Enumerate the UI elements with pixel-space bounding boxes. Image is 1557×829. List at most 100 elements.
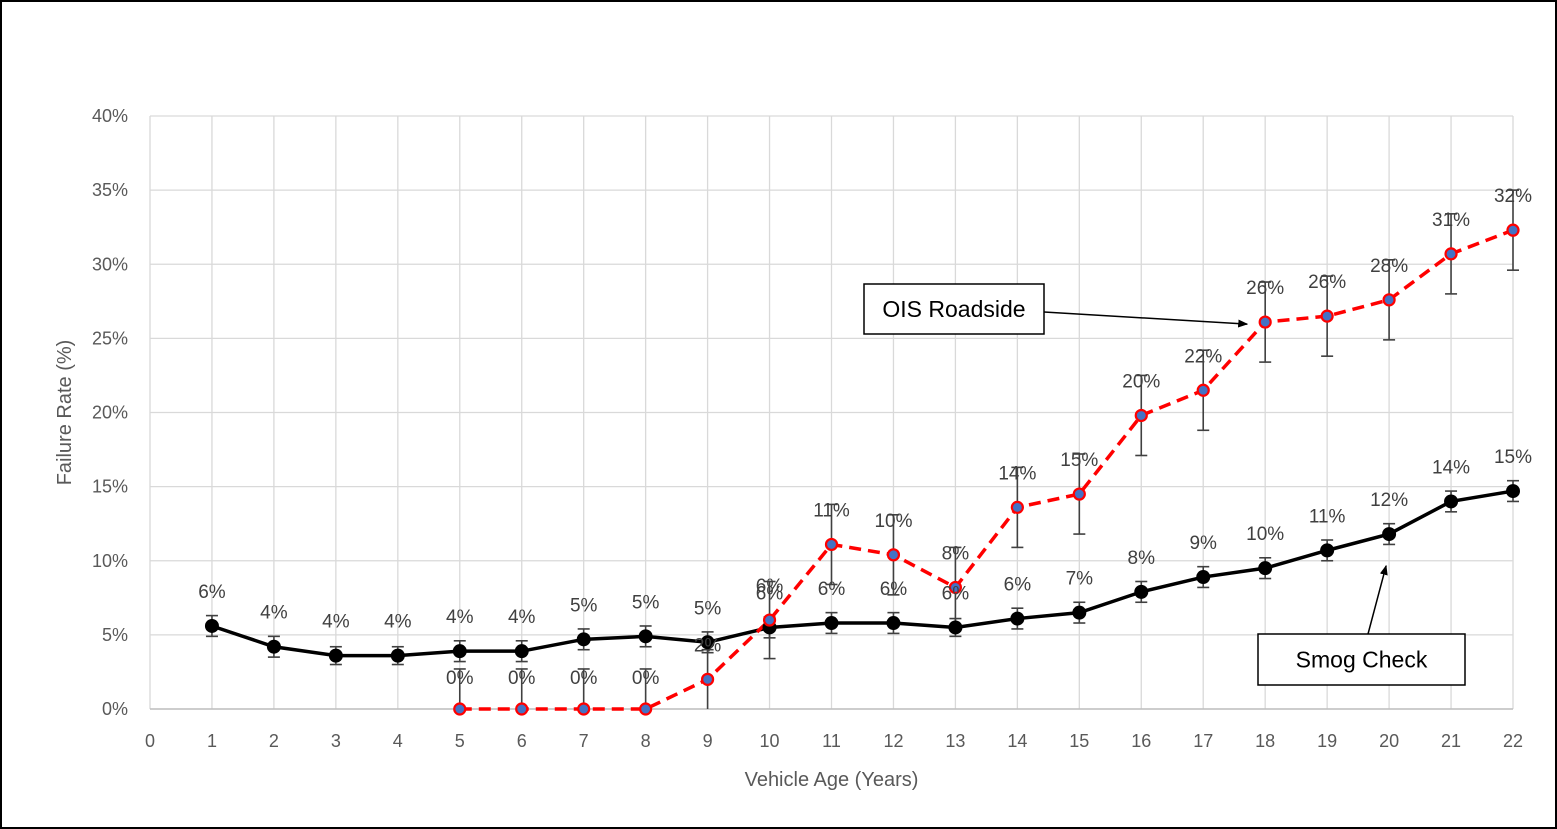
x-tick-label: 19 xyxy=(1317,731,1337,751)
point-ois-roadside xyxy=(1506,223,1520,237)
data-label: 0% xyxy=(570,668,598,689)
y-tick-label: 40% xyxy=(92,106,128,126)
y-tick-label: 10% xyxy=(92,551,128,571)
point-ois-roadside xyxy=(886,548,901,562)
x-axis-title: Vehicle Age (Years) xyxy=(745,769,919,791)
axes: 0%5%10%15%20%25%30%35%40%0 1 2 3 4 5 6 7 8 9 10 11 1… xyxy=(92,106,1523,751)
data-label: 8% xyxy=(942,543,970,564)
y-tick-label: 0% xyxy=(102,699,128,719)
x-tick-label: 7 xyxy=(579,731,589,751)
point-smog-check xyxy=(886,616,901,631)
point-smog-check xyxy=(576,632,591,647)
callout-label: OIS Roadside xyxy=(882,296,1025,322)
x-tick-label: 12 xyxy=(883,731,903,751)
y-tick-label: 30% xyxy=(92,254,128,274)
data-label: 26% xyxy=(1308,272,1346,293)
callout-label: Smog Check xyxy=(1296,647,1428,673)
x-tick-label: 2 xyxy=(269,731,279,751)
x-tick-label: 9 xyxy=(703,731,713,751)
data-label: 6% xyxy=(880,579,908,600)
data-label: 6% xyxy=(942,583,970,604)
x-tick-label: 8 xyxy=(641,731,651,751)
x-tick-label: 1 xyxy=(207,731,217,751)
data-label: 15% xyxy=(1060,450,1098,471)
point-smog-check xyxy=(452,644,467,659)
point-smog-check xyxy=(204,618,219,633)
series-lines xyxy=(211,228,1514,711)
point-smog-check xyxy=(948,620,963,635)
data-label: 6% xyxy=(198,582,226,603)
data-label: 5% xyxy=(570,595,598,616)
x-tick-label: 4 xyxy=(393,731,403,751)
data-label: 7% xyxy=(1066,569,1094,590)
point-smog-check xyxy=(1258,561,1273,576)
point-ois-roadside xyxy=(1382,293,1396,307)
x-tick-label: 17 xyxy=(1193,731,1213,751)
point-smog-check xyxy=(328,648,343,663)
point-ois-roadside xyxy=(948,580,963,595)
data-label: 10% xyxy=(1246,524,1284,545)
data-label: 4% xyxy=(322,612,350,633)
point-ois-roadside xyxy=(453,702,467,716)
data-label: 31% xyxy=(1432,210,1470,231)
point-smog-check xyxy=(1072,605,1087,620)
data-label: 5% xyxy=(694,598,722,619)
point-ois-roadside xyxy=(515,702,529,716)
point-smog-check xyxy=(514,644,529,659)
point-ois-roadside xyxy=(1072,487,1086,501)
point-ois-roadside xyxy=(1444,247,1458,261)
data-label: 11% xyxy=(813,500,850,521)
point-smog-check xyxy=(266,639,281,654)
series-line-smog-check xyxy=(211,489,1514,658)
x-tick-label: 13 xyxy=(945,731,965,751)
x-tick-label: 15 xyxy=(1069,731,1089,751)
x-tick-label: 10 xyxy=(760,731,780,751)
x-tick-label: 5 xyxy=(455,731,465,751)
point-smog-check xyxy=(390,648,405,663)
point-ois-roadside xyxy=(1010,500,1024,514)
x-tick-label: 3 xyxy=(331,731,341,751)
callout-arrow xyxy=(1367,564,1388,635)
data-label: 14% xyxy=(1432,457,1470,478)
y-axis-title: Failure Rate (%) xyxy=(54,340,76,486)
data-label: 6% xyxy=(1004,575,1032,596)
y-tick-label: 25% xyxy=(92,328,128,348)
point-smog-check xyxy=(1444,494,1459,509)
point-smog-check xyxy=(1506,484,1520,499)
point-ois-roadside xyxy=(1134,408,1148,423)
annotations: OIS Roadside Smog Check xyxy=(863,283,1466,686)
data-label: 6% xyxy=(756,576,784,597)
data-label: 9% xyxy=(1189,533,1217,554)
point-ois-roadside xyxy=(762,613,777,627)
data-label: 28% xyxy=(1370,256,1408,277)
point-smog-check xyxy=(1320,543,1335,558)
data-label: 6% xyxy=(756,583,784,604)
data-label: 14% xyxy=(998,463,1036,484)
y-tick-label: 5% xyxy=(102,625,128,645)
point-smog-check xyxy=(1196,570,1211,585)
x-tick-label: 6 xyxy=(517,731,527,751)
x-tick-label: 16 xyxy=(1131,731,1151,751)
point-smog-check xyxy=(1010,611,1025,626)
y-tick-label: 20% xyxy=(92,403,128,423)
data-label: 4% xyxy=(508,607,536,628)
point-ois-roadside xyxy=(824,537,839,552)
point-smog-check xyxy=(1134,584,1149,599)
series-points xyxy=(204,223,1520,716)
data-label: 10% xyxy=(874,511,912,532)
callout-arrow xyxy=(1043,311,1249,328)
data-label: 32% xyxy=(1494,186,1532,207)
x-tick-label: 18 xyxy=(1255,731,1275,751)
x-tick-label: 20 xyxy=(1379,731,1399,751)
data-label: 22% xyxy=(1184,346,1222,367)
point-smog-check xyxy=(824,616,839,631)
data-label: 26% xyxy=(1246,278,1284,299)
data-label: 15% xyxy=(1494,447,1532,468)
data-label: 0% xyxy=(632,668,660,689)
point-ois-roadside xyxy=(1196,383,1210,397)
data-label: 4% xyxy=(446,607,474,628)
data-label: 4% xyxy=(384,612,412,633)
callout-box xyxy=(863,283,1045,335)
point-smog-check xyxy=(700,635,715,650)
